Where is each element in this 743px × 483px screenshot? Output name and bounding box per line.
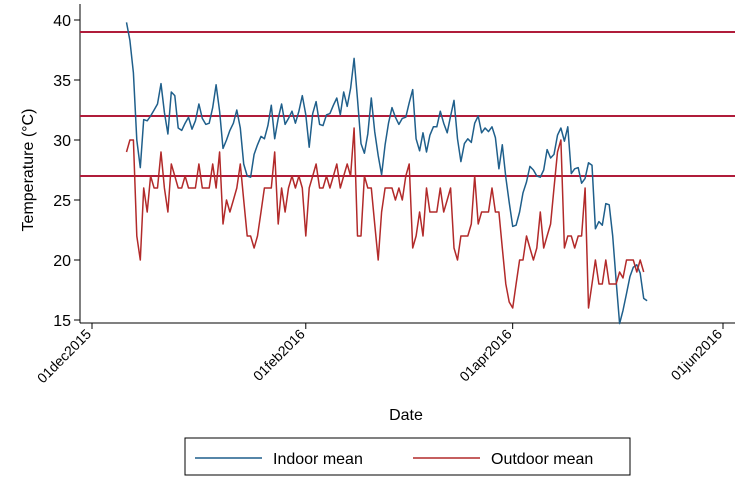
legend-label-indoor: Indoor mean: [273, 451, 363, 468]
legend-label-outdoor: Outdoor mean: [491, 451, 593, 468]
legend-box: [184, 437, 631, 476]
series-line-outdoor-mean: [125, 127, 645, 309]
y-axis-label: Temperature (°C): [20, 109, 37, 232]
legend: Indoor mean Outdoor mean: [184, 437, 631, 476]
y-tick-label-40: 40: [53, 13, 71, 30]
y-tick-label-25: 25: [53, 193, 71, 210]
y-tick-label-35: 35: [53, 73, 71, 90]
y-tick-label-15: 15: [53, 313, 71, 330]
x-axis-label: Date: [389, 407, 423, 424]
y-tick-label-20: 20: [53, 253, 71, 270]
series-line-indoor-mean: [125, 22, 648, 325]
y-tick-label-30: 30: [53, 133, 71, 150]
